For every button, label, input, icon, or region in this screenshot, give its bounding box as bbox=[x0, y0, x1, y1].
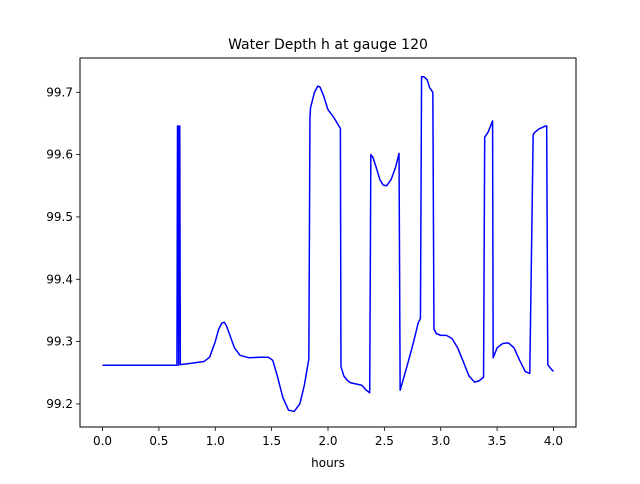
y-tick-label: 99.5 bbox=[46, 210, 73, 224]
x-tick-label: 2.5 bbox=[375, 434, 394, 448]
x-tick-label: 0.5 bbox=[149, 434, 168, 448]
chart-title: Water Depth h at gauge 120 bbox=[228, 37, 428, 53]
y-axis-ticks: 99.2 99.3 99.4 99.5 99.6 99.7 bbox=[46, 85, 80, 411]
x-tick-label: 3.0 bbox=[431, 434, 450, 448]
y-tick-label: 99.2 bbox=[46, 397, 73, 411]
x-axis-label: hours bbox=[311, 456, 345, 470]
y-tick-label: 99.7 bbox=[46, 85, 73, 99]
series-line-0 bbox=[102, 75, 555, 413]
x-axis-ticks: 0.0 0.5 1.0 1.5 2.0 2.5 3.0 3.5 4.0 bbox=[93, 427, 563, 448]
y-tick-label: 99.3 bbox=[46, 335, 73, 349]
x-tick-label: 4.0 bbox=[544, 434, 563, 448]
x-tick-label: 2.0 bbox=[318, 434, 337, 448]
x-tick-label: 1.0 bbox=[206, 434, 225, 448]
plot-lines bbox=[102, 75, 555, 413]
y-tick-label: 99.6 bbox=[46, 148, 73, 162]
y-tick-label: 99.4 bbox=[46, 272, 73, 286]
x-tick-label: 3.5 bbox=[488, 434, 507, 448]
plot-area bbox=[80, 58, 576, 427]
x-tick-label: 1.5 bbox=[262, 434, 281, 448]
x-tick-label: 0.0 bbox=[93, 434, 112, 448]
